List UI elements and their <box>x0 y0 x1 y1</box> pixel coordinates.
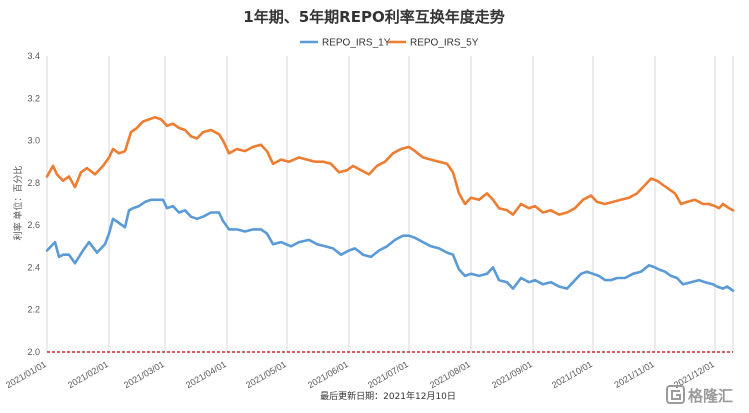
legend-item-1y: REPO_IRS_1Y <box>300 38 391 49</box>
y-tick-label: 2.8 <box>27 178 40 188</box>
legend: REPO_IRS_1Y REPO_IRS_5Y <box>300 38 479 49</box>
y-tick-label: 3.2 <box>27 93 40 103</box>
y-axis-label: 利率 单位：百分比 <box>12 166 24 241</box>
series-layer <box>45 116 735 293</box>
y-tick-label: 2.0 <box>27 347 40 357</box>
y-tick-label: 2.4 <box>27 262 40 272</box>
series-line-1y <box>45 198 735 293</box>
series-line-5y <box>45 116 735 216</box>
logo-g-icon <box>666 385 685 404</box>
watermark: 格隆汇 <box>666 385 733 405</box>
y-tick-label: 3.4 <box>27 51 40 61</box>
watermark-text: 格隆汇 <box>688 387 733 405</box>
y-tick-label: 2.2 <box>27 305 40 315</box>
legend-label-5y: REPO_IRS_5Y <box>410 38 479 49</box>
legend-label-1y: REPO_IRS_1Y <box>322 38 391 49</box>
y-tick-label: 2.6 <box>27 220 40 230</box>
footnote: 最后更新日期：2021年12月10日 <box>320 390 456 402</box>
legend-item-5y: REPO_IRS_5Y <box>388 38 479 49</box>
y-axis-ticks: 2.0 2.2 2.4 2.6 2.8 3.0 3.2 3.4 <box>27 51 40 357</box>
chart-title: 1年期、5年期REPO利率互换年度走势 <box>243 8 504 26</box>
y-tick-label: 3.0 <box>27 136 40 146</box>
